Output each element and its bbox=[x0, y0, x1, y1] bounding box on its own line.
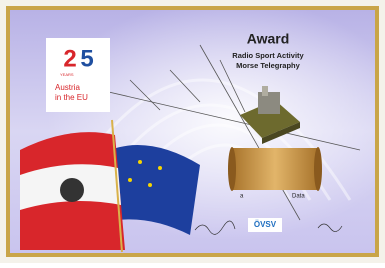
logo-digit: 5 bbox=[80, 45, 93, 72]
logo-caption: YEARS bbox=[60, 72, 74, 77]
logo-text: in the EU bbox=[55, 93, 88, 102]
logo-text: Austria bbox=[55, 83, 80, 92]
award-title: Award bbox=[247, 31, 290, 47]
award-subtitle: Radio Sport Activity bbox=[232, 51, 304, 60]
logo-digit: 2 bbox=[63, 45, 76, 72]
scroll-label: Data bbox=[292, 194, 305, 200]
org-name: ÖVSV bbox=[254, 220, 277, 229]
award-subtitle: Morse Telegraphy bbox=[236, 61, 300, 70]
scroll bbox=[228, 147, 322, 191]
page: 2 5 YEARS Austria in the EU Award Radio … bbox=[0, 0, 385, 263]
certificate: 2 5 YEARS Austria in the EU Award Radio … bbox=[0, 0, 385, 263]
